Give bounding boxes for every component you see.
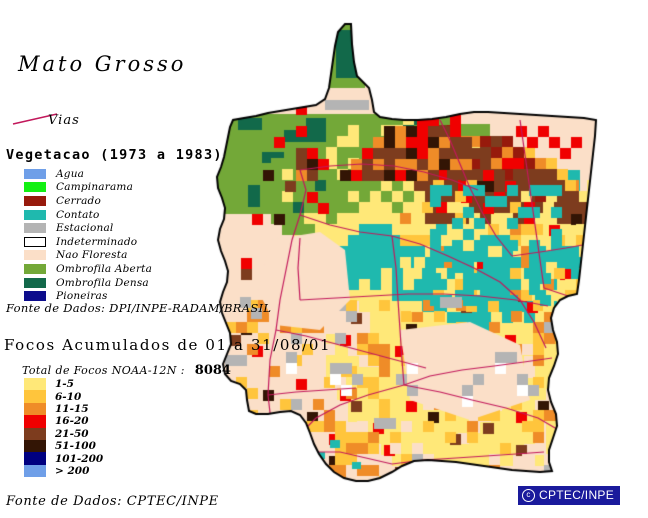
vegetation-legend-label: Pioneiras <box>56 290 108 303</box>
fire-legend-item: 21-50 <box>24 427 103 440</box>
fire-total-value: 8084 <box>194 363 231 378</box>
vegetation-legend-label: Estacional <box>56 222 114 235</box>
fire-legend-item: 11-15 <box>24 402 103 416</box>
fire-legend-label: 6-10 <box>55 390 82 403</box>
roads-legend-label: Vias <box>48 113 80 128</box>
fire-legend-item: 6-10 <box>24 390 103 403</box>
vegetation-swatch-2 <box>24 195 46 206</box>
vegetation-legend-item: Ombrofila Densa <box>24 276 152 290</box>
vegetation-legend-item: Nao Floresta <box>24 249 152 263</box>
fire-swatch-7 <box>24 464 46 478</box>
vegetation-legend-title: Vegetacao (1973 a 1983) <box>6 147 223 163</box>
fire-swatch-2 <box>24 402 46 416</box>
vegetation-swatch-9 <box>24 291 46 302</box>
fire-legend: 1-5 6-10 11-15 16-20 21-50 51-100 101-200 > 200 <box>24 378 104 478</box>
vegetation-source-note: Fonte de Dados: DPI/INPE-RADAM/BRASIL <box>6 301 272 315</box>
fire-swatch-0 <box>24 378 46 391</box>
vegetation-legend-label: Indeterminado <box>56 235 138 248</box>
page-title: Mato Grosso <box>18 52 187 76</box>
vegetation-swatch-5 <box>24 236 46 247</box>
vegetation-legend-item: Contato <box>24 208 152 222</box>
fire-legend-label: 101-200 <box>55 452 104 465</box>
vegetation-legend-item: Pioneiras <box>24 289 152 303</box>
vegetation-legend-item: Estacional <box>24 221 152 235</box>
cptec-inpe-badge[interactable]: c CPTEC/INPE <box>518 486 621 505</box>
vegetation-legend-item: Agua <box>24 167 152 181</box>
vegetation-legend-item: Indeterminado <box>24 235 152 249</box>
fire-legend-label: 1-5 <box>55 378 74 391</box>
vegetation-swatch-1 <box>24 182 46 193</box>
fire-swatch-5 <box>24 439 46 453</box>
fire-legend-label: > 200 <box>55 464 90 477</box>
fire-legend-item: 51-100 <box>24 439 103 453</box>
fire-total-line: Total de Focos NOAA-12N : 8084 <box>22 363 231 378</box>
vegetation-legend-label: Contato <box>56 208 100 221</box>
vegetation-swatch-8 <box>24 277 46 288</box>
vegetation-legend-label: Agua <box>56 167 85 180</box>
vegetation-legend-label: Campinarama <box>56 181 134 194</box>
vegetation-swatch-0 <box>24 168 46 179</box>
vegetation-legend-label: Ombrofila Densa <box>56 276 149 289</box>
cptec-inpe-badge-label: CPTEC/INPE <box>539 488 615 502</box>
vegetation-legend-label: Nao Floresta <box>56 249 128 262</box>
fire-legend-item: 1-5 <box>24 378 103 391</box>
vegetation-swatch-4 <box>24 223 46 234</box>
fire-legend-item: 101-200 <box>24 452 104 465</box>
vegetation-legend: Agua Campinarama Cerrado Contato Estacional I… <box>24 167 152 303</box>
vegetation-swatch-6 <box>24 250 46 261</box>
copyright-icon: c <box>522 488 535 502</box>
fire-legend-label: 11-15 <box>55 402 89 415</box>
vegetation-legend-item: Ombrofila Aberta <box>24 262 152 276</box>
roads-legend-line <box>12 113 58 125</box>
fire-swatch-3 <box>24 415 46 428</box>
fire-legend-item: > 200 <box>24 464 103 478</box>
fire-swatch-6 <box>24 452 46 465</box>
fire-total-label: Total de Focos NOAA-12N : <box>22 364 185 377</box>
vegetation-legend-item: Campinarama <box>24 181 152 195</box>
fire-legend-label: 51-100 <box>55 440 96 453</box>
fire-legend-label: 21-50 <box>55 427 89 440</box>
fire-legend-label: 16-20 <box>55 415 89 428</box>
vegetation-legend-label: Ombrofila Aberta <box>56 262 153 275</box>
vegetation-legend-item: Cerrado <box>24 194 152 208</box>
vegetation-legend-label: Cerrado <box>56 194 101 207</box>
fire-legend-item: 16-20 <box>24 415 103 428</box>
fire-legend-title: Focos Acumulados de 01 a 31/08/01 <box>4 336 332 354</box>
footer-source: Fonte de Dados: CPTEC/INPE <box>6 494 219 509</box>
fire-swatch-4 <box>24 427 46 440</box>
vegetation-swatch-7 <box>24 263 46 274</box>
vegetation-swatch-3 <box>24 209 46 220</box>
fire-swatch-1 <box>24 390 46 403</box>
